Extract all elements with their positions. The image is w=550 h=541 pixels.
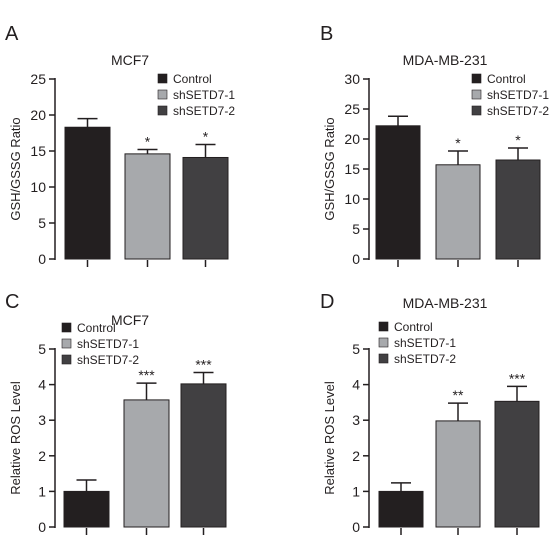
panel-a: A MCF7 0 5 10 15 20 25 GSH/GSSG Ratio * * Control sh… (5, 23, 235, 267)
legend-label: shSETD7-1 (394, 336, 456, 350)
significance-label: *** (138, 367, 155, 383)
y-tick-label: 3 (38, 412, 46, 428)
legend-swatch (471, 105, 482, 116)
panel-letter: B (320, 23, 333, 45)
y-tick-label: 3 (352, 412, 360, 428)
bar (375, 125, 421, 260)
y-tick-label: 0 (352, 519, 360, 535)
bar (495, 159, 541, 260)
y-tick-label: 5 (38, 215, 46, 231)
legend-label: shSETD7-1 (487, 88, 549, 102)
chart-title: MCF7 (111, 312, 149, 328)
bar (435, 420, 481, 528)
y-tick-label: 1 (38, 483, 46, 499)
y-axis-label: GSH/GSSG Ratio (322, 117, 337, 220)
y-tick-label: 4 (352, 377, 360, 393)
y-tick-label: 5 (352, 341, 360, 357)
chart-title: MDA-MB-231 (403, 295, 488, 311)
y-tick-label: 30 (344, 71, 360, 87)
bar (378, 490, 424, 528)
significance-label: * (203, 129, 209, 145)
significance-label: * (455, 135, 461, 151)
y-tick-label: 10 (30, 179, 46, 195)
bar (435, 164, 481, 260)
y-tick-label: 0 (352, 251, 360, 267)
legend-swatch (378, 337, 389, 348)
significance-label: * (145, 134, 151, 150)
bar (182, 156, 229, 260)
legend-label: shSETD7-2 (173, 104, 235, 118)
panel-b: B MDA-MB-231 0 5 10 15 20 25 30 GSH/GSSG Ratio * * C… (320, 23, 549, 267)
y-tick-label: 4 (38, 377, 46, 393)
y-axis-label: GSH/GSSG Ratio (8, 117, 23, 220)
legend-label: shSETD7-1 (77, 337, 139, 351)
significance-label: *** (509, 370, 526, 386)
legend-label: Control (173, 72, 212, 86)
chart-title: MCF7 (111, 52, 149, 68)
legend-swatch (61, 322, 72, 333)
panel-c: C MCF7 0 1 2 3 4 5 Relative ROS Level *** *** Contr… (5, 291, 227, 535)
significance-label: ** (453, 387, 464, 403)
y-tick-label: 20 (30, 107, 46, 123)
y-tick-label: 0 (38, 251, 46, 267)
bar (124, 153, 171, 260)
legend-swatch (378, 353, 389, 364)
y-tick-label: 5 (38, 341, 46, 357)
y-tick-label: 1 (352, 483, 360, 499)
y-tick-label: 15 (30, 143, 46, 159)
y-tick-label: 25 (344, 101, 360, 117)
legend-swatch (157, 105, 168, 116)
legend-label: Control (77, 321, 116, 335)
y-tick-label: 20 (344, 131, 360, 147)
chart-title: MDA-MB-231 (403, 52, 488, 68)
legend-swatch (157, 89, 168, 100)
legend-label: shSETD7-2 (394, 352, 456, 366)
legend-swatch (471, 73, 482, 84)
legend-swatch (157, 73, 168, 84)
panel-letter: A (5, 23, 19, 45)
y-tick-label: 5 (352, 221, 360, 237)
bar (64, 126, 111, 260)
y-tick-label: 2 (352, 448, 360, 464)
legend-swatch (471, 89, 482, 100)
legend-label: shSETD7-2 (487, 104, 549, 118)
bar (63, 490, 110, 528)
legend-swatch (61, 354, 72, 365)
y-axis-label: Relative ROS Level (8, 381, 23, 495)
y-tick-label: 25 (30, 71, 46, 87)
legend-swatch (378, 321, 389, 332)
significance-label: * (515, 132, 521, 148)
y-tick-label: 10 (344, 191, 360, 207)
legend-label: shSETD7-1 (173, 88, 235, 102)
y-tick-label: 15 (344, 161, 360, 177)
legend-label: Control (487, 72, 526, 86)
y-tick-label: 2 (38, 448, 46, 464)
significance-label: *** (195, 356, 212, 372)
legend-label: Control (394, 320, 433, 334)
y-tick-label: 0 (38, 519, 46, 535)
legend-label: shSETD7-2 (77, 353, 139, 367)
legend-swatch (61, 338, 72, 349)
panel-letter: D (320, 291, 334, 313)
bar (123, 399, 170, 528)
bar (180, 383, 227, 528)
y-axis-label: Relative ROS Level (322, 381, 337, 495)
bar (494, 400, 540, 528)
panel-letter: C (5, 291, 19, 313)
